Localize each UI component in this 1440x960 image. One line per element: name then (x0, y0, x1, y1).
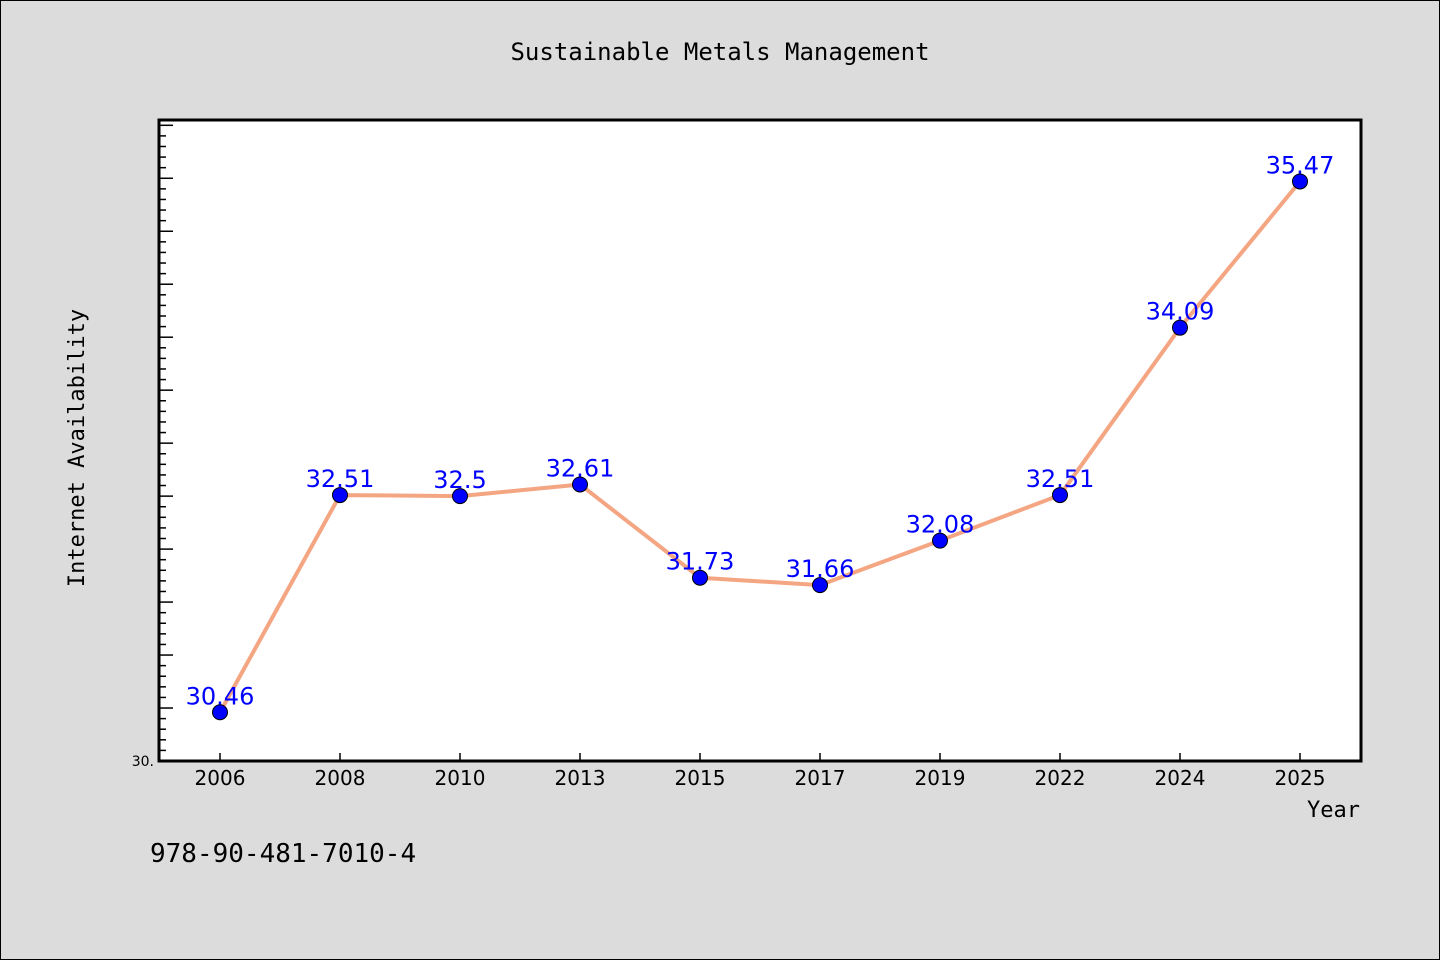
x-tick-label: 2022 (1035, 766, 1086, 790)
series-line (218, 179, 1302, 715)
x-axis-label: Year (1307, 798, 1360, 823)
data-label: 34.09 (1146, 298, 1215, 326)
x-tick-label: 2008 (315, 766, 366, 790)
data-label: 31.73 (666, 548, 735, 576)
data-point (812, 577, 828, 594)
y-axis-label: Internet Availability (65, 309, 90, 587)
x-tick-label: 2019 (915, 766, 966, 790)
data-label: 31.66 (786, 555, 855, 583)
y-tick-label: 30. (132, 754, 154, 770)
data-point (332, 487, 348, 504)
data-point (1052, 487, 1068, 504)
chart-title: Sustainable Metals Management (510, 38, 929, 66)
y-axis-ticks (159, 124, 173, 762)
x-tick-label: 2013 (555, 766, 606, 790)
data-point (212, 704, 228, 721)
data-label: 32.51 (1026, 465, 1095, 493)
data-point (1292, 173, 1308, 190)
x-axis-ticks: 2006 2008 2010 2013 2015 2017 2019 2022 2024 2025 (195, 753, 1326, 790)
data-label: 35.47 (1266, 151, 1335, 179)
data-point (452, 488, 468, 505)
data-point (692, 569, 708, 586)
x-tick-label: 2025 (1275, 766, 1326, 790)
data-label: 32.5 (433, 466, 486, 494)
x-tick-label: 2010 (435, 766, 486, 790)
data-point (932, 532, 948, 549)
x-tick-label: 2017 (795, 766, 846, 790)
footnote-isbn: 978-90-481-7010-4 (150, 839, 416, 869)
data-label: 30.46 (186, 682, 255, 710)
x-tick-label: 2015 (675, 766, 726, 790)
x-tick-label: 2024 (1155, 766, 1206, 790)
data-label: 32.08 (906, 511, 975, 539)
series-layer: 30.46 32.51 32.5 32.61 31.73 31.66 32.08 32.51 3… (186, 151, 1335, 721)
x-tick-label: 2006 (195, 766, 246, 790)
data-point (572, 476, 588, 493)
plot-area (157, 118, 1363, 763)
data-label: 32.61 (546, 454, 615, 482)
data-label: 32.51 (306, 465, 375, 493)
data-point (1172, 319, 1188, 336)
